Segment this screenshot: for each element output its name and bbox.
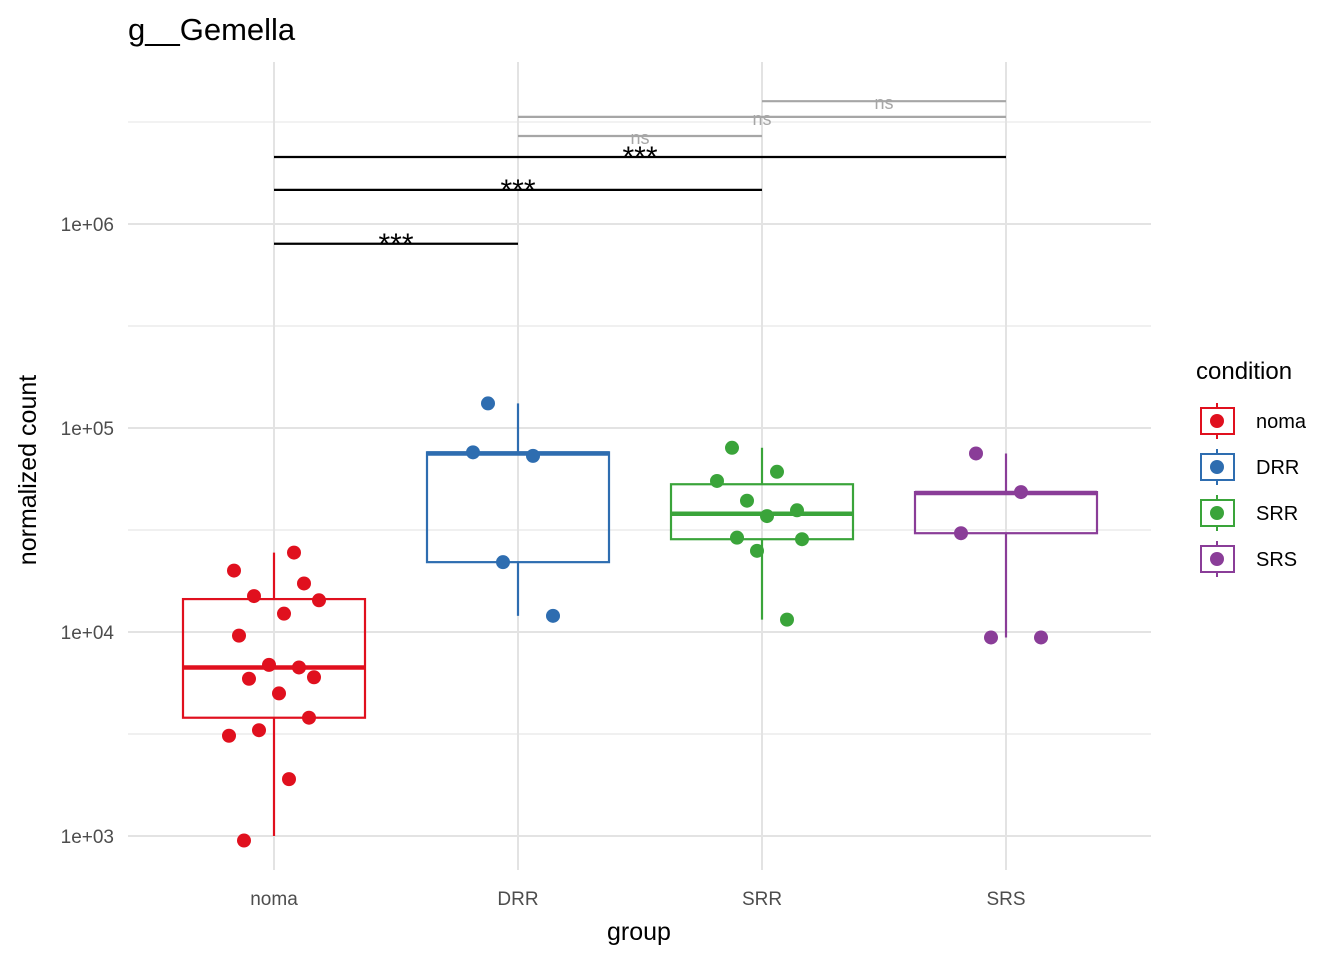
data-point-SRR bbox=[740, 493, 754, 508]
data-point-SRR bbox=[780, 612, 794, 627]
data-point-SRR bbox=[710, 473, 724, 488]
data-points bbox=[222, 396, 1048, 848]
data-point-noma bbox=[242, 671, 256, 686]
data-point-noma bbox=[262, 657, 276, 672]
legend-title: condition bbox=[1196, 358, 1292, 385]
y-tick-label: 1e+06 bbox=[61, 215, 114, 236]
comparison-label: ns bbox=[874, 93, 893, 113]
data-point-SRR bbox=[795, 532, 809, 547]
grid bbox=[128, 62, 1151, 870]
data-point-noma bbox=[252, 723, 266, 738]
legend-key-point bbox=[1210, 414, 1224, 428]
data-point-noma bbox=[247, 589, 261, 604]
legend-label: SRS bbox=[1256, 549, 1297, 571]
data-point-SRS bbox=[984, 630, 998, 645]
legend-label: DRR bbox=[1256, 457, 1299, 479]
data-point-SRR bbox=[730, 530, 744, 545]
x-tick-label: SRS bbox=[986, 889, 1025, 910]
legend-item-SRR: SRR bbox=[1200, 495, 1298, 531]
data-point-DRR bbox=[526, 448, 540, 463]
comparison-label: *** bbox=[622, 141, 657, 174]
x-tick-label: noma bbox=[250, 889, 298, 910]
y-axis-title: normalized count bbox=[14, 375, 42, 565]
data-point-DRR bbox=[496, 555, 510, 570]
data-point-SRR bbox=[790, 503, 804, 518]
y-tick-label: 1e+04 bbox=[61, 623, 115, 644]
legend-key-point bbox=[1210, 460, 1224, 474]
data-point-DRR bbox=[481, 396, 495, 411]
data-point-noma bbox=[287, 545, 301, 560]
box-SRS bbox=[913, 453, 1099, 638]
data-point-SRS bbox=[954, 526, 968, 541]
data-point-noma bbox=[307, 670, 321, 685]
legend-item-SRS: SRS bbox=[1200, 541, 1297, 577]
data-point-noma bbox=[302, 710, 316, 725]
data-point-SRR bbox=[770, 464, 784, 479]
data-point-noma bbox=[232, 628, 246, 643]
legend-key-box bbox=[1200, 499, 1235, 527]
box-iqr bbox=[181, 597, 367, 719]
data-point-noma bbox=[222, 728, 236, 743]
data-point-SRS bbox=[1014, 485, 1028, 500]
boxes bbox=[181, 403, 1099, 836]
x-axis-title: group bbox=[607, 918, 671, 946]
data-point-noma bbox=[297, 576, 311, 591]
comparison-label: ns bbox=[752, 109, 771, 129]
legend-label: SRR bbox=[1256, 503, 1298, 525]
comparison-label: *** bbox=[378, 228, 413, 261]
y-tick-label: 1e+05 bbox=[61, 419, 114, 440]
comparison-label: ns bbox=[630, 128, 649, 148]
chart-title: g__Gemella bbox=[128, 12, 296, 47]
box-DRR bbox=[425, 403, 611, 616]
legend: condition noma DRR SRR SRS bbox=[1196, 358, 1307, 577]
data-point-DRR bbox=[466, 445, 480, 460]
data-point-noma bbox=[282, 772, 296, 787]
legend-label: noma bbox=[1256, 411, 1307, 433]
data-point-noma bbox=[237, 833, 251, 848]
data-point-SRR bbox=[750, 543, 764, 558]
comparison-label: *** bbox=[500, 174, 535, 207]
axes: 1e+03 1e+04 1e+05 1e+06 noma DRR SRR SRS bbox=[61, 215, 1026, 910]
x-tick-label: DRR bbox=[497, 889, 538, 910]
legend-key-box bbox=[1200, 453, 1235, 481]
legend-key-point bbox=[1210, 506, 1224, 520]
legend-item-DRR: DRR bbox=[1200, 449, 1299, 485]
data-point-noma bbox=[312, 593, 326, 608]
data-point-SRS bbox=[969, 446, 983, 461]
data-point-noma bbox=[272, 686, 286, 701]
data-point-noma bbox=[292, 660, 306, 675]
data-point-SRS bbox=[1034, 630, 1048, 645]
data-point-DRR bbox=[546, 608, 560, 623]
data-point-noma bbox=[227, 563, 241, 578]
data-point-noma bbox=[277, 606, 291, 621]
legend-key-point bbox=[1210, 552, 1224, 566]
data-point-SRR bbox=[725, 440, 739, 455]
legend-item-noma: noma bbox=[1200, 403, 1307, 439]
y-tick-label: 1e+03 bbox=[61, 827, 114, 848]
data-point-SRR bbox=[760, 509, 774, 524]
x-tick-label: SRR bbox=[742, 889, 782, 910]
